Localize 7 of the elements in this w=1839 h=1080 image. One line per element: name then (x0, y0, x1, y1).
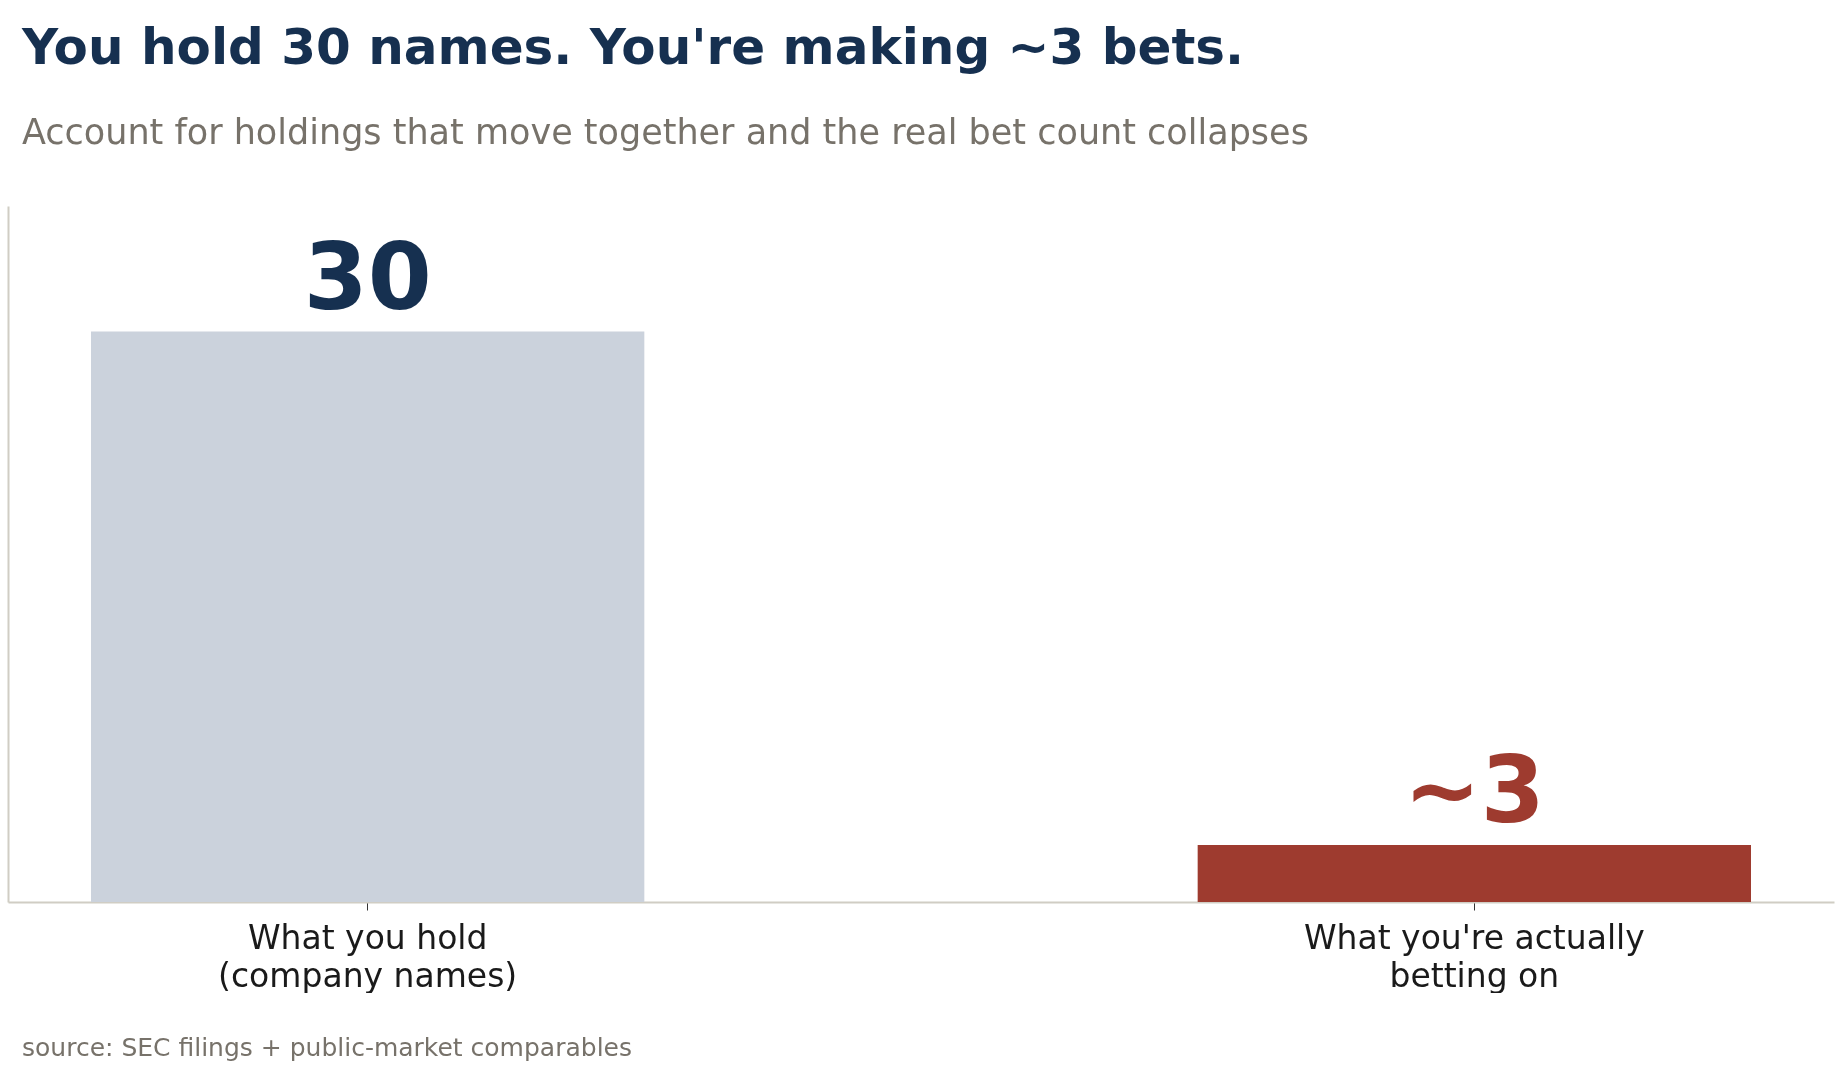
x-tick-label: What you hold (company names) (218, 917, 518, 995)
data-label: ~3 (1403, 736, 1545, 844)
chart-title: You hold 30 names. You're making ~3 bets. (21, 18, 1245, 76)
chart-subtitle: Account for holdings that move together and the real bet count collapses (22, 112, 1309, 152)
source-note: source: SEC filings + public-market comparables (22, 1033, 633, 1062)
data-label: 30 (303, 223, 432, 331)
x-tick-label: What you're actually betting on (1303, 917, 1645, 995)
